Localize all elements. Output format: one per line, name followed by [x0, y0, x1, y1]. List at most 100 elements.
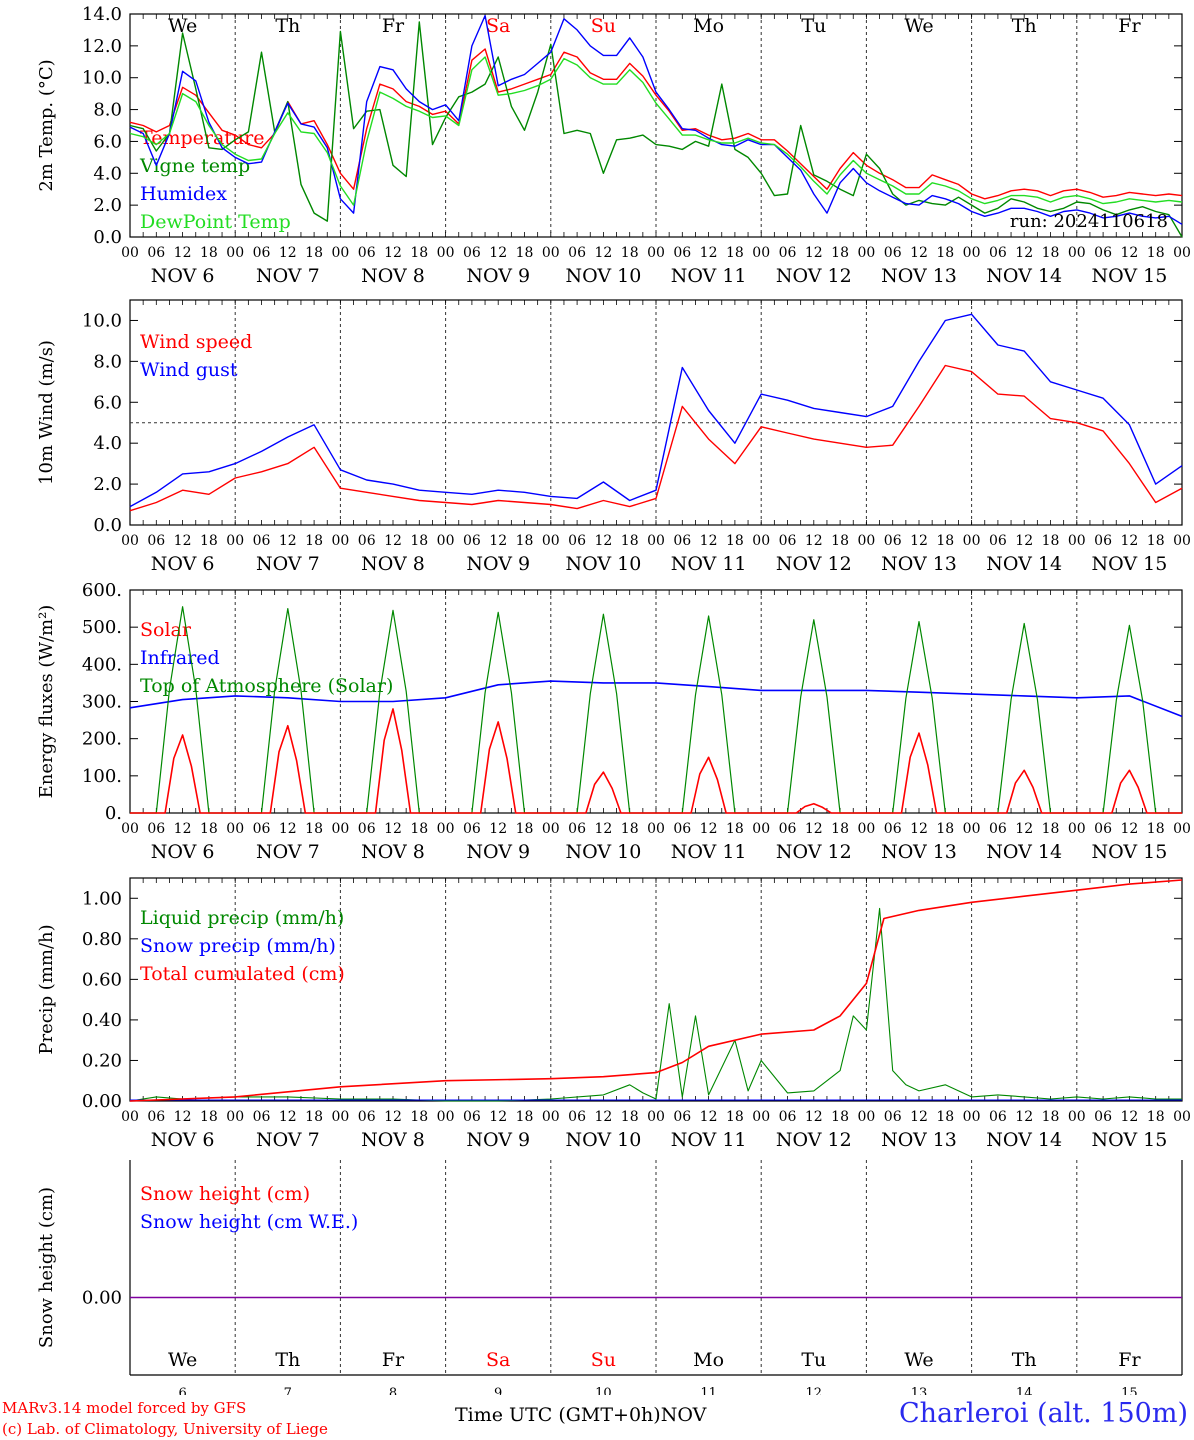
- x-date-label: NOV 10: [565, 841, 641, 863]
- x-tick-label: 12: [1015, 245, 1033, 261]
- x-tick-label: 06: [568, 1109, 586, 1125]
- x-tick-label: 06: [463, 821, 481, 837]
- x-tick-label: 00: [226, 245, 244, 261]
- legend-entry: Liquid precip (mm/h): [140, 907, 344, 929]
- x-date-label: NOV 12: [776, 841, 852, 863]
- x-tick-label: 12: [805, 821, 823, 837]
- x-date-label: NOV 13: [881, 265, 957, 287]
- series-line-infrared: [129, 680, 1183, 718]
- day-number-label: 12: [806, 1386, 823, 1395]
- weekday-label: Th: [1012, 15, 1037, 37]
- x-tick-label: 18: [200, 821, 218, 837]
- x-date-label: NOV 9: [466, 265, 530, 287]
- x-tick-label: 12: [910, 245, 928, 261]
- x-tick-label: 18: [1042, 533, 1060, 549]
- y-tick-label: 0.: [105, 803, 122, 824]
- series-line-dewpoint-temp: [129, 56, 1183, 206]
- x-tick-label: 12: [1015, 1109, 1033, 1125]
- x-tick-label: 00: [857, 533, 875, 549]
- x-tick-label: 06: [358, 533, 376, 549]
- x-date-label: NOV 12: [776, 1129, 852, 1151]
- x-tick-label: 06: [1094, 533, 1112, 549]
- day-number-label: 11: [700, 1386, 717, 1395]
- x-tick-label: 06: [358, 821, 376, 837]
- x-tick-label: 00: [121, 821, 139, 837]
- x-axis-label: Time UTC (GMT+0h): [455, 1404, 661, 1426]
- day-number-label: 10: [595, 1386, 612, 1395]
- x-date-label: NOV 7: [256, 1129, 320, 1151]
- x-tick-label: 06: [884, 245, 902, 261]
- series-line-total-cumulated: [129, 879, 1183, 1102]
- x-date-label: NOV 13: [881, 553, 957, 575]
- x-tick-label: 18: [516, 533, 534, 549]
- x-tick-label: 12: [805, 245, 823, 261]
- panel-2: 0.0 2.0 4.0 6.0 8.0 10.0 10m Wind (m/s) 00 06 12 1…: [36, 299, 1191, 575]
- legend-entry: Solar: [140, 619, 192, 641]
- x-date-label: NOV 10: [565, 265, 641, 287]
- y-tick-label: 100.: [82, 766, 122, 787]
- meteogram-chart: 0.0 2.0 4.0 6.0 8.0 10.0 12.0 14.0 2m Temp. (°C)…: [36, 4, 1191, 1395]
- x-tick-label: 00: [542, 821, 560, 837]
- x-tick-label: 06: [779, 533, 797, 549]
- x-axis-title: Time UTC (GMT+0h)NOV: [455, 1404, 706, 1426]
- x-date-label: NOV 15: [1091, 841, 1167, 863]
- weekday-label: Tu: [801, 1349, 826, 1371]
- y-tick-label: 0.00: [82, 1091, 122, 1112]
- weekday-label: Tu: [801, 15, 826, 37]
- x-tick-label: 06: [568, 821, 586, 837]
- y-tick-label: 0.20: [82, 1050, 122, 1071]
- plot-frame: [129, 13, 1183, 238]
- day-number-label: 7: [284, 1386, 292, 1395]
- x-tick-label: 18: [200, 1109, 218, 1125]
- panel-5: 0.00 Snow height (cm) We Th Fr Sa Su Mo Tu We Th Fr…: [36, 1160, 1183, 1395]
- x-tick-label: 18: [1147, 245, 1165, 261]
- x-tick-label: 06: [989, 533, 1007, 549]
- x-tick-label: 18: [1042, 1109, 1060, 1125]
- x-date-label: NOV 7: [256, 265, 320, 287]
- x-tick-label: 12: [174, 245, 192, 261]
- x-tick-label: 18: [936, 821, 954, 837]
- series-line-solar: [130, 708, 1182, 814]
- x-date-label: NOV 14: [986, 553, 1062, 575]
- x-tick-label: 00: [1068, 533, 1086, 549]
- x-tick-label: 00: [331, 821, 349, 837]
- x-tick-label: 18: [410, 1109, 428, 1125]
- x-tick-label: 06: [673, 821, 691, 837]
- legend-entry: Wind speed: [140, 331, 252, 353]
- x-tick-label: 00: [331, 1109, 349, 1125]
- x-tick-label: 12: [279, 533, 297, 549]
- y-tick-label: 600.: [82, 580, 122, 601]
- x-tick-label: 12: [910, 821, 928, 837]
- x-tick-label: 00: [963, 533, 981, 549]
- model-credit-line-2: (c) Lab. of Climatology, University of L…: [2, 1420, 328, 1438]
- y-tick-label: 400.: [82, 654, 122, 675]
- x-tick-label: 00: [857, 245, 875, 261]
- x-tick-label: 00: [1173, 245, 1191, 261]
- x-tick-label: 12: [489, 821, 507, 837]
- x-tick-label: 12: [489, 245, 507, 261]
- x-date-label: NOV 13: [881, 1129, 957, 1151]
- x-tick-label: 12: [174, 533, 192, 549]
- x-date-label: NOV 8: [361, 841, 425, 863]
- weekday-label: We: [168, 15, 197, 37]
- y-tick-label: 2.0: [93, 474, 122, 495]
- weekday-label: Su: [591, 15, 616, 37]
- x-tick-label: 00: [752, 821, 770, 837]
- x-tick-label: 18: [516, 821, 534, 837]
- x-tick-label: 18: [516, 1109, 534, 1125]
- x-tick-label: 12: [700, 245, 718, 261]
- x-tick-label: 06: [779, 821, 797, 837]
- x-tick-label: 00: [1068, 245, 1086, 261]
- x-tick-label: 00: [857, 821, 875, 837]
- x-tick-label: 12: [1015, 821, 1033, 837]
- x-tick-label: 12: [489, 1109, 507, 1125]
- x-tick-label: 00: [752, 533, 770, 549]
- x-tick-label: 18: [831, 245, 849, 261]
- x-date-label: NOV 6: [151, 841, 215, 863]
- weekday-label: Th: [275, 1349, 300, 1371]
- weekday-label: Th: [1012, 1349, 1037, 1371]
- x-tick-label: 12: [174, 1109, 192, 1125]
- x-tick-label: 12: [700, 821, 718, 837]
- x-tick-label: 18: [936, 245, 954, 261]
- panel-4: 0.00 0.20 0.40 0.60 0.80 1.00 Precip (mm/h) 00 0…: [36, 877, 1191, 1151]
